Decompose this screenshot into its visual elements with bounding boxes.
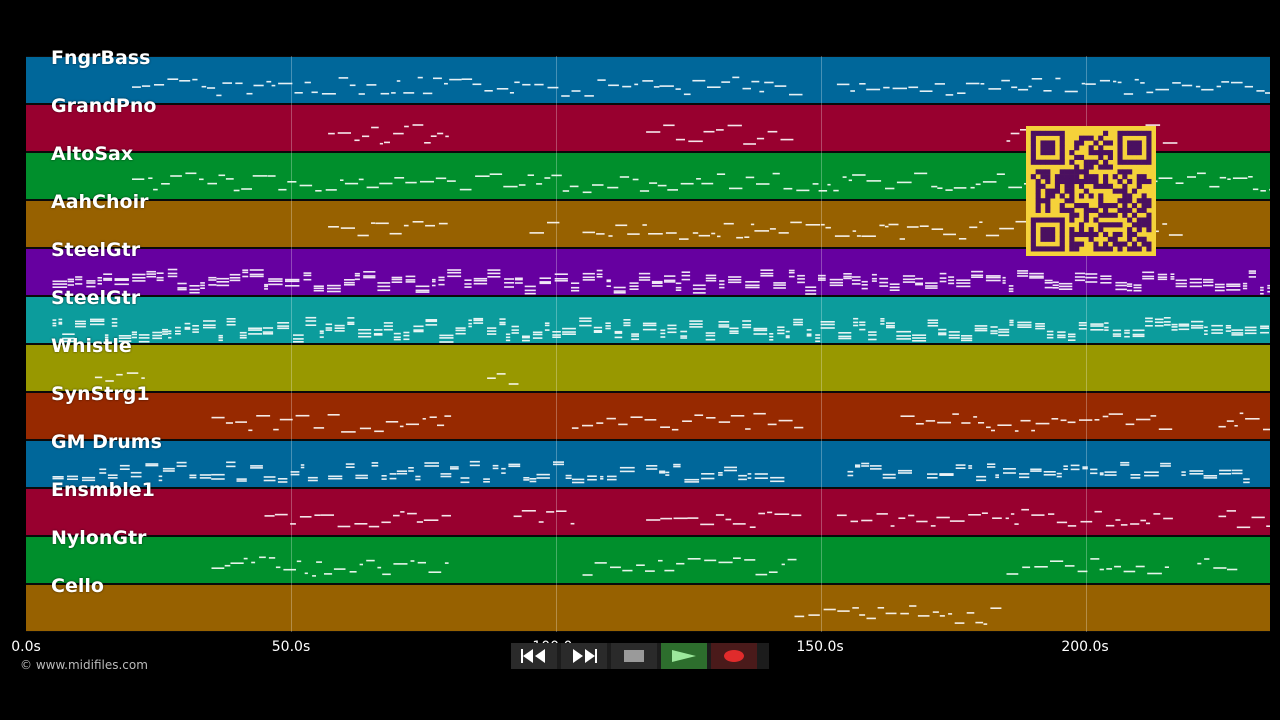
track-lane: GM Drums bbox=[26, 431, 1270, 488]
rewind-icon bbox=[521, 649, 545, 663]
track-lane: SynStrg1 bbox=[26, 383, 1270, 440]
track-label: Cello bbox=[51, 575, 104, 597]
track-label: GM Drums bbox=[51, 431, 162, 453]
track-label: NylonGtr bbox=[51, 527, 147, 549]
track-label: SteelGtr bbox=[51, 287, 141, 309]
rewind-button[interactable] bbox=[511, 643, 557, 669]
qr-code-icon[interactable] bbox=[1026, 126, 1156, 256]
track-lane: SteelGtr bbox=[26, 239, 1270, 296]
record-button[interactable] bbox=[711, 643, 757, 669]
track-lane: Ensmble1 bbox=[26, 479, 1270, 536]
play-button[interactable] bbox=[661, 643, 707, 669]
track-label: FngrBass bbox=[51, 47, 151, 69]
track-label: AahChoir bbox=[51, 191, 149, 213]
track-label: Ensmble1 bbox=[51, 479, 155, 501]
play-icon bbox=[672, 650, 696, 662]
record-icon bbox=[724, 650, 744, 662]
time-tick-label: 200.0s bbox=[1061, 639, 1109, 655]
track-label: AltoSax bbox=[51, 143, 134, 165]
fast-forward-icon bbox=[573, 649, 597, 663]
stop-button[interactable] bbox=[611, 643, 657, 669]
copyright-text: © www.midifiles.com bbox=[20, 658, 148, 672]
track-lane: FngrBass bbox=[26, 47, 1270, 104]
fast-forward-button[interactable] bbox=[561, 643, 607, 669]
track-label: Whistle bbox=[51, 335, 132, 357]
track-lane: Whistle bbox=[26, 335, 1270, 392]
time-tick-label: 50.0s bbox=[271, 639, 311, 655]
time-tick-label: 150.0s bbox=[796, 639, 844, 655]
track-label: SteelGtr bbox=[51, 239, 141, 261]
transport-controls bbox=[511, 643, 769, 669]
stop-icon bbox=[624, 650, 644, 662]
track-lane: NylonGtr bbox=[26, 527, 1270, 584]
track-label: SynStrg1 bbox=[51, 383, 150, 405]
track-label: GrandPno bbox=[51, 95, 157, 117]
track-lane: SteelGtr bbox=[26, 287, 1270, 344]
track-lane: Cello bbox=[26, 575, 1270, 632]
time-tick-label: 0.0s bbox=[11, 639, 41, 655]
